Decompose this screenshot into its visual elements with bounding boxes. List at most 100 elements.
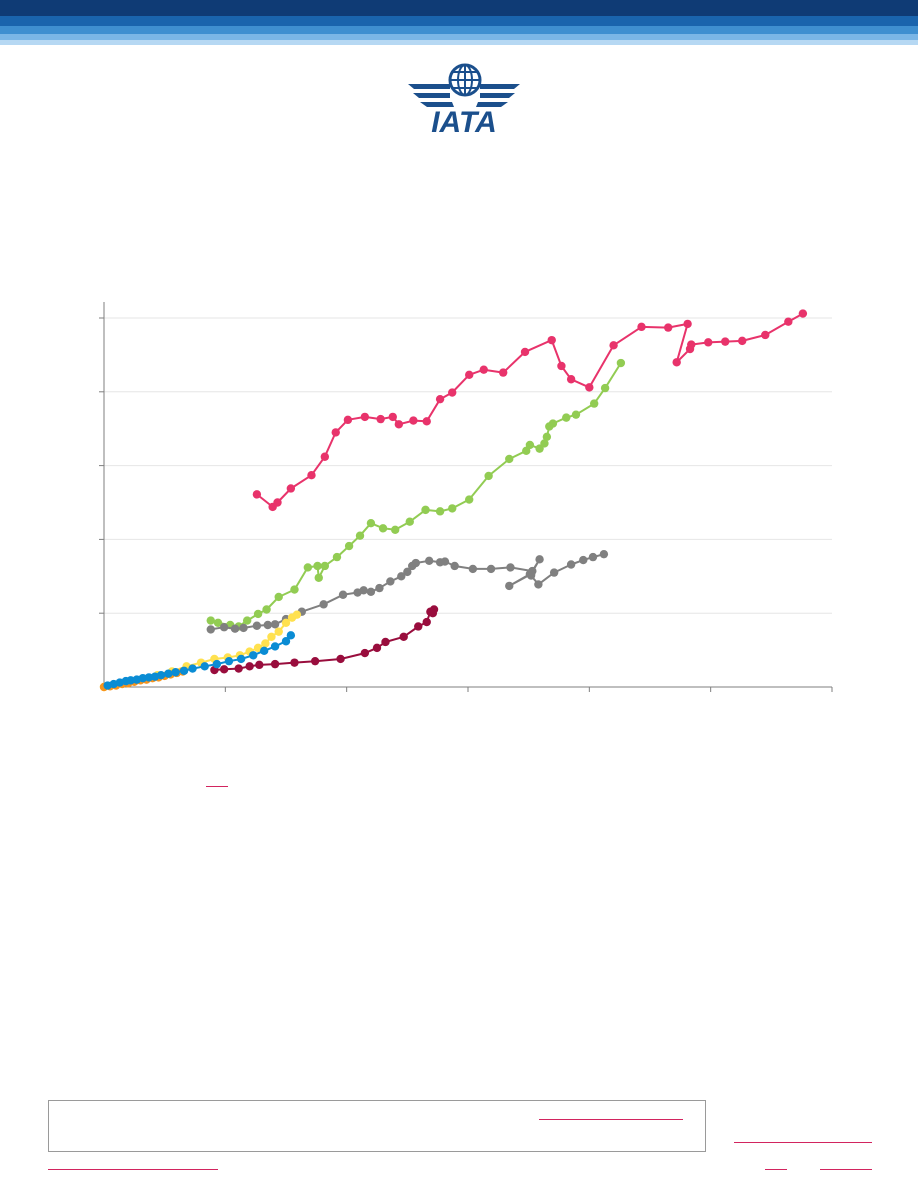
axes — [99, 302, 833, 692]
data-point — [375, 583, 384, 593]
data-point — [252, 621, 262, 630]
data-point — [588, 552, 598, 562]
data-point — [397, 572, 406, 581]
data-point — [435, 507, 445, 516]
data-point — [331, 428, 340, 437]
data-point — [405, 517, 414, 526]
data-point — [548, 419, 558, 428]
data-point — [479, 365, 488, 374]
data-point — [391, 525, 400, 535]
data-point — [366, 587, 376, 596]
series-4 — [210, 605, 439, 675]
data-point — [164, 669, 173, 678]
note-box — [48, 1100, 706, 1152]
data-point — [234, 664, 243, 673]
data-point — [520, 347, 530, 357]
data-point — [440, 557, 450, 566]
data-point — [448, 388, 457, 397]
data-point — [388, 412, 397, 422]
data-point — [343, 415, 353, 425]
data-point — [319, 600, 328, 609]
data-point — [381, 637, 390, 647]
data-point — [450, 561, 459, 571]
series-line — [256, 312, 804, 508]
data-point — [360, 648, 370, 658]
footer-link[interactable] — [765, 1169, 787, 1170]
data-point — [336, 654, 345, 664]
series-7 — [103, 631, 296, 690]
data-point — [386, 577, 395, 586]
data-point — [409, 416, 418, 425]
data-point — [428, 609, 438, 618]
data-point — [525, 440, 535, 450]
data-point — [484, 471, 493, 481]
data-point — [212, 659, 222, 669]
footer-link[interactable] — [734, 1142, 872, 1143]
data-point — [378, 524, 388, 533]
data-point — [609, 341, 618, 350]
data-point — [448, 504, 457, 513]
data-point — [683, 319, 692, 329]
series-1 — [252, 309, 808, 512]
series-line — [210, 362, 622, 628]
data-point — [414, 622, 423, 631]
data-point — [687, 340, 696, 349]
data-point — [616, 358, 626, 368]
note-link[interactable] — [539, 1119, 683, 1120]
iata-logo: IATA — [408, 63, 520, 136]
data-point — [253, 609, 263, 619]
data-point — [261, 639, 270, 648]
data-point — [286, 484, 296, 493]
data-point — [274, 627, 283, 636]
data-point — [252, 490, 262, 499]
banner-stripe — [0, 26, 918, 34]
data-point — [549, 568, 559, 577]
data-point — [270, 620, 280, 629]
data-point — [292, 610, 302, 619]
data-point — [263, 620, 272, 630]
footer-link[interactable] — [820, 1169, 872, 1170]
data-point — [267, 632, 276, 642]
data-point — [637, 322, 646, 332]
data-point — [355, 531, 365, 540]
data-point — [498, 368, 508, 377]
data-point — [465, 495, 474, 504]
data-point — [213, 618, 223, 627]
footnote-link[interactable] — [206, 786, 228, 787]
banner-stripe — [0, 16, 918, 26]
data-point — [236, 654, 246, 664]
data-point — [262, 605, 271, 614]
data-point — [547, 335, 556, 345]
data-point — [372, 643, 382, 653]
data-point — [579, 555, 588, 565]
data-point — [286, 631, 296, 640]
data-point — [599, 549, 609, 559]
data-point — [206, 616, 215, 625]
data-point — [535, 555, 544, 564]
data-point — [566, 560, 576, 569]
series-2 — [206, 358, 626, 631]
footer-link[interactable] — [48, 1169, 218, 1170]
data-point — [589, 399, 599, 408]
data-point — [255, 660, 264, 670]
data-point — [366, 518, 376, 528]
data-point — [281, 618, 291, 627]
data-point — [411, 558, 421, 568]
data-point — [245, 662, 254, 671]
data-point — [290, 658, 299, 667]
data-point — [171, 668, 180, 677]
data-point — [784, 317, 793, 326]
data-point — [394, 420, 404, 429]
data-point — [721, 337, 730, 346]
data-point — [465, 370, 474, 380]
data-point — [486, 564, 496, 574]
data-point — [468, 564, 478, 574]
data-point — [219, 623, 229, 632]
data-point — [274, 592, 283, 602]
data-point — [338, 590, 348, 599]
data-point — [303, 563, 313, 572]
data-point — [571, 410, 581, 419]
data-point — [200, 662, 209, 671]
data-point — [664, 323, 673, 332]
data-point — [704, 338, 713, 347]
